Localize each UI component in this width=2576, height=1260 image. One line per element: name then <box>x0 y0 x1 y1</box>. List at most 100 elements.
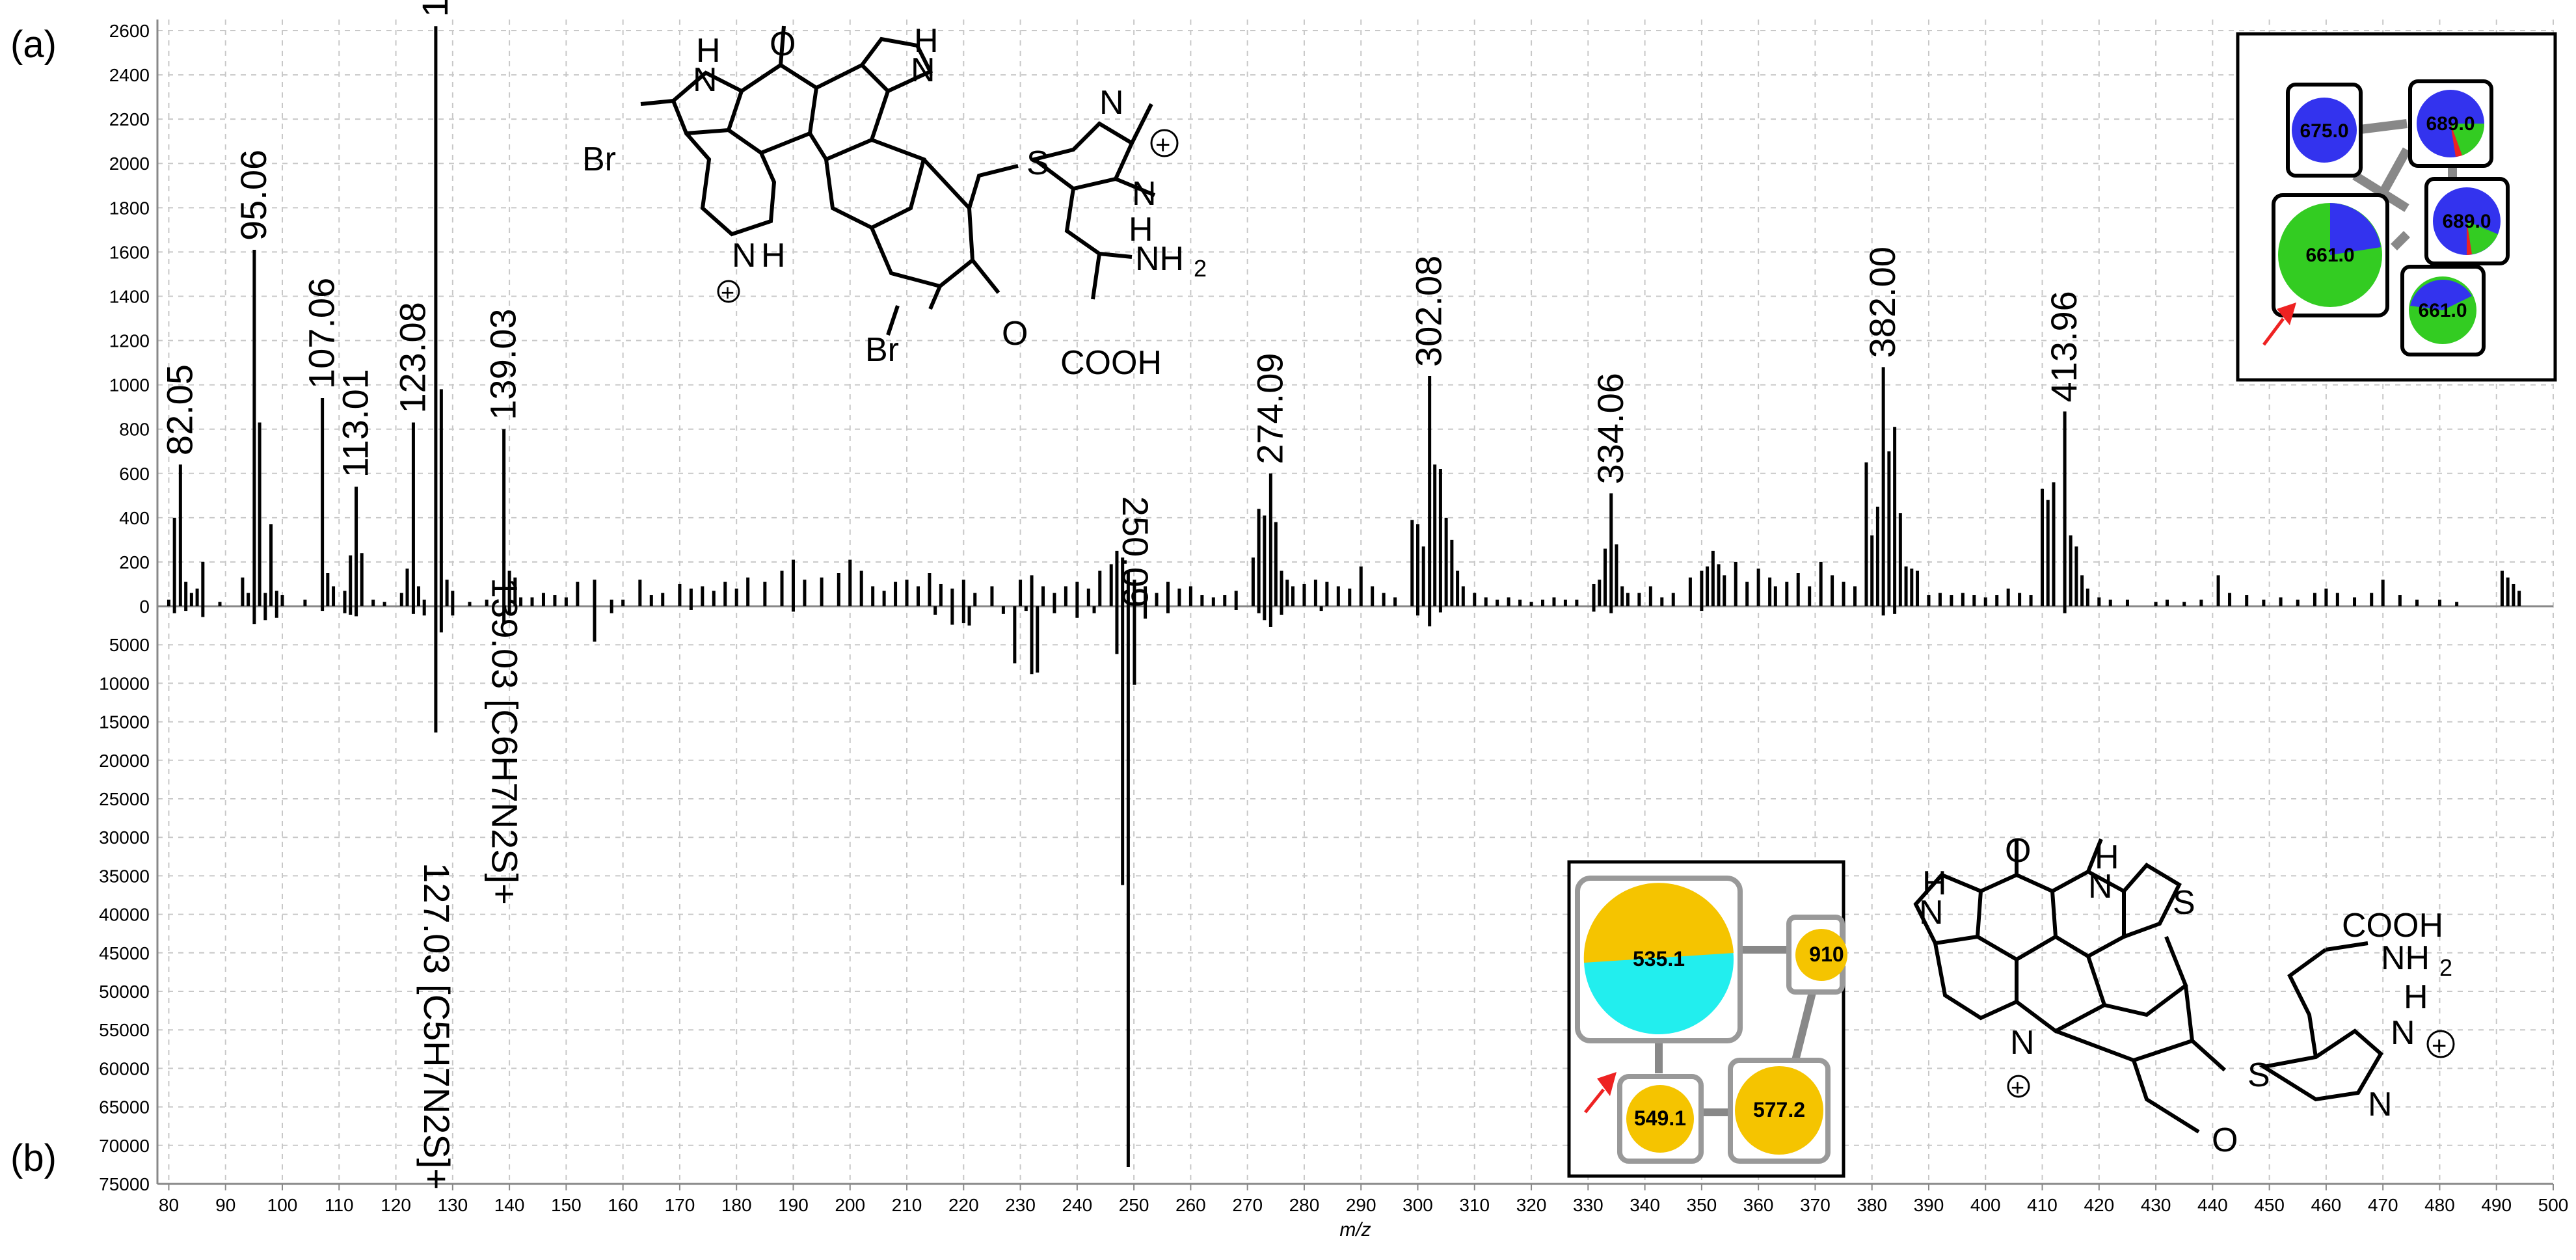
x-tick-label: 160 <box>608 1195 638 1215</box>
svg-text:2: 2 <box>1194 255 1207 282</box>
x-tick-label: 120 <box>381 1195 411 1215</box>
y-tick-label-top: 600 <box>119 464 150 484</box>
x-tick-label: 470 <box>2368 1195 2398 1215</box>
peak-label-top: 382.00 <box>1862 247 1903 358</box>
x-tick-label: 500 <box>2538 1195 2569 1215</box>
svg-text:NH: NH <box>2381 939 2430 977</box>
y-tick-label-top: 2000 <box>109 154 150 174</box>
svg-text:N: N <box>1132 175 1157 213</box>
x-tick-label: 190 <box>778 1195 809 1215</box>
svg-text:535.1: 535.1 <box>1633 947 1685 971</box>
peak-label-top: 274.09 <box>1249 353 1290 464</box>
svg-text:549.1: 549.1 <box>1634 1106 1686 1130</box>
svg-text:+: + <box>721 279 734 306</box>
peak-label-top: 95.06 <box>233 150 274 241</box>
molecule-structure-b <box>1913 838 2383 1134</box>
x-tick-label: 290 <box>1346 1195 1376 1215</box>
svg-text:H: H <box>2404 978 2428 1016</box>
y-tick-label-top: 2600 <box>109 21 150 41</box>
x-axis-label: m/z <box>1339 1219 1371 1240</box>
svg-text:675.0: 675.0 <box>2300 120 2348 142</box>
svg-text:N: N <box>911 51 935 89</box>
y-tick-label-top: 200 <box>119 552 150 572</box>
node-661b-pie <box>2409 276 2476 344</box>
svg-text:N: N <box>1919 894 1944 932</box>
svg-text:2: 2 <box>2439 954 2452 981</box>
svg-text:O: O <box>1002 315 1028 353</box>
svg-text:S: S <box>2173 884 2195 922</box>
svg-text:H: H <box>914 22 939 60</box>
x-tick-label: 310 <box>1459 1195 1490 1215</box>
y-tick-label-top: 2200 <box>109 109 150 129</box>
x-tick-label: 300 <box>1402 1195 1433 1215</box>
y-tick-label-bottom: 50000 <box>99 982 150 1002</box>
node-689a-pie <box>2417 90 2485 157</box>
x-tick-label: 370 <box>1800 1195 1831 1215</box>
svg-text:N: N <box>1099 84 1124 122</box>
y-tick-label-bottom: 25000 <box>99 789 150 809</box>
y-tick-label-bottom: 15000 <box>99 712 150 732</box>
x-tick-label: 240 <box>1062 1195 1092 1215</box>
svg-text:689.0: 689.0 <box>2442 211 2491 232</box>
x-tick-label: 440 <box>2197 1195 2228 1215</box>
svg-text:N: N <box>2391 1014 2415 1052</box>
x-tick-label: 170 <box>665 1195 695 1215</box>
svg-text:+: + <box>2011 1074 2024 1101</box>
y-tick-label-bottom: 55000 <box>99 1020 150 1040</box>
axes: 0200400600800100012001400160018002000220… <box>99 20 2568 1240</box>
panel-label-a: (a) <box>10 23 57 66</box>
x-tick-label: 270 <box>1232 1195 1263 1215</box>
x-tick-label: 80 <box>159 1195 179 1215</box>
x-tick-label: 150 <box>551 1195 582 1215</box>
molecule-labels-b: H N O H N S N O S COOH NH 2 H N N + + <box>1919 832 2455 1159</box>
svg-text:+: + <box>2432 1032 2447 1060</box>
svg-text:N: N <box>693 61 718 99</box>
svg-text:689.0: 689.0 <box>2426 113 2475 135</box>
peak-label-top: 413.96 <box>2043 291 2084 402</box>
x-tick-label: 390 <box>1914 1195 1944 1215</box>
svg-text:H: H <box>761 237 786 275</box>
x-tick-label: 180 <box>721 1195 752 1215</box>
grid <box>157 20 2554 1185</box>
y-tick-label-top: 1200 <box>109 331 150 351</box>
svg-text:O: O <box>2212 1121 2238 1159</box>
y-tick-label-top: 2400 <box>109 65 150 85</box>
y-tick-label-bottom: 70000 <box>99 1136 150 1156</box>
svg-text:S: S <box>2247 1056 2270 1094</box>
x-tick-label: 340 <box>1630 1195 1660 1215</box>
x-tick-label: 280 <box>1289 1195 1320 1215</box>
y-tick-label-bottom: 10000 <box>99 673 150 693</box>
x-tick-label: 260 <box>1175 1195 1206 1215</box>
peak-label-bottom: 127.03 [C5H7N2S]+ <box>416 863 457 1190</box>
svg-text:H: H <box>1922 865 1947 902</box>
svg-text:+: + <box>1155 131 1170 159</box>
x-tick-label: 330 <box>1573 1195 1603 1215</box>
x-tick-label: 100 <box>267 1195 298 1215</box>
y-tick-label-bottom: 40000 <box>99 905 150 925</box>
peak-label-top: 107.06 <box>301 278 342 389</box>
peak-label-top: 113.01 <box>335 369 376 477</box>
peak-label-top: 302.08 <box>1408 256 1449 367</box>
node-549-pie <box>1626 1085 1694 1153</box>
svg-text:Br: Br <box>582 141 616 178</box>
x-tick-label: 410 <box>2027 1195 2058 1215</box>
svg-text:Br: Br <box>865 331 899 369</box>
x-tick-label: 450 <box>2254 1195 2285 1215</box>
x-tick-label: 480 <box>2424 1195 2455 1215</box>
peak-label-bottom: 250.09 <box>1115 496 1156 608</box>
x-tick-label: 360 <box>1743 1195 1774 1215</box>
y-tick-label-top: 800 <box>119 420 150 440</box>
y-tick-label-bottom: 5000 <box>109 635 150 655</box>
x-tick-label: 490 <box>2481 1195 2512 1215</box>
node-910-pie <box>1795 929 1847 981</box>
y-tick-label-bottom: 20000 <box>99 751 150 771</box>
svg-text:577.2: 577.2 <box>1753 1098 1805 1121</box>
y-tick-label-top: 1400 <box>109 286 150 306</box>
y-tick-label-top: 1800 <box>109 198 150 218</box>
bottom-spectrum <box>172 606 2067 1167</box>
peak-label-top: 82.05 <box>159 364 200 455</box>
network-inset-b: 535.1 910 549.1 577.2 <box>1567 860 1847 1178</box>
y-tick-label-bottom: 60000 <box>99 1058 150 1079</box>
